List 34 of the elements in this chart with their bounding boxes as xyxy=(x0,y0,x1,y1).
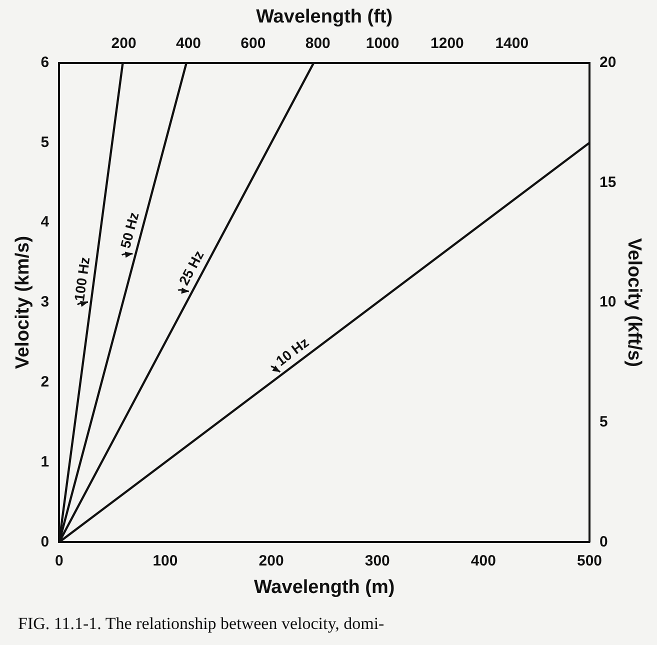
text: 50 Hz xyxy=(117,210,142,250)
x-axis-title: Wavelength (m) xyxy=(254,576,395,598)
y2-tick-label: 10 xyxy=(600,294,616,311)
y-tick-label: 0 xyxy=(40,533,50,550)
y2-tick-label: 20 xyxy=(600,54,616,71)
caption: FIG. 11.1-1. The relationship between velocity, domi- xyxy=(18,614,384,634)
x-tick-label: 100 xyxy=(152,552,178,570)
y-axis-title: Velocity (km/s) xyxy=(12,236,34,370)
y2-tick-label: 5 xyxy=(600,413,608,430)
x-tick-label: 500 xyxy=(577,552,602,570)
y-tick-label: 3 xyxy=(40,294,50,311)
x2-tick-label: 600 xyxy=(240,34,266,52)
y2-axis-title: Velocity (kft/s) xyxy=(623,238,644,367)
x2-tick-label: 1400 xyxy=(495,34,529,52)
y-tick-label: 1 xyxy=(40,453,50,470)
x2-tick-label: 1200 xyxy=(430,34,464,52)
y-tick-label: 4 xyxy=(40,214,50,231)
x-tick-label: 0 xyxy=(54,552,64,570)
y-tick-label: 5 xyxy=(40,134,50,151)
text: 10 Hz xyxy=(272,334,312,369)
x-tick-label: 400 xyxy=(470,552,496,570)
y2-tick-label: 0 xyxy=(600,533,608,550)
y-tick-label: 2 xyxy=(40,374,50,391)
text: 25 Hz xyxy=(175,248,207,288)
x-tick-label: 200 xyxy=(258,552,284,570)
x2-tick-label: 800 xyxy=(305,34,330,52)
y-tick-label: 6 xyxy=(40,54,50,71)
x-tick-label: 300 xyxy=(364,552,390,570)
text: 100 Hz xyxy=(70,256,93,302)
x2-tick-label: 1000 xyxy=(366,34,400,52)
x2-tick-label: 200 xyxy=(111,34,136,52)
y2-tick-label: 15 xyxy=(600,174,616,191)
chart-title: Wavelength (ft) xyxy=(256,6,393,28)
x2-tick-label: 400 xyxy=(176,34,202,52)
